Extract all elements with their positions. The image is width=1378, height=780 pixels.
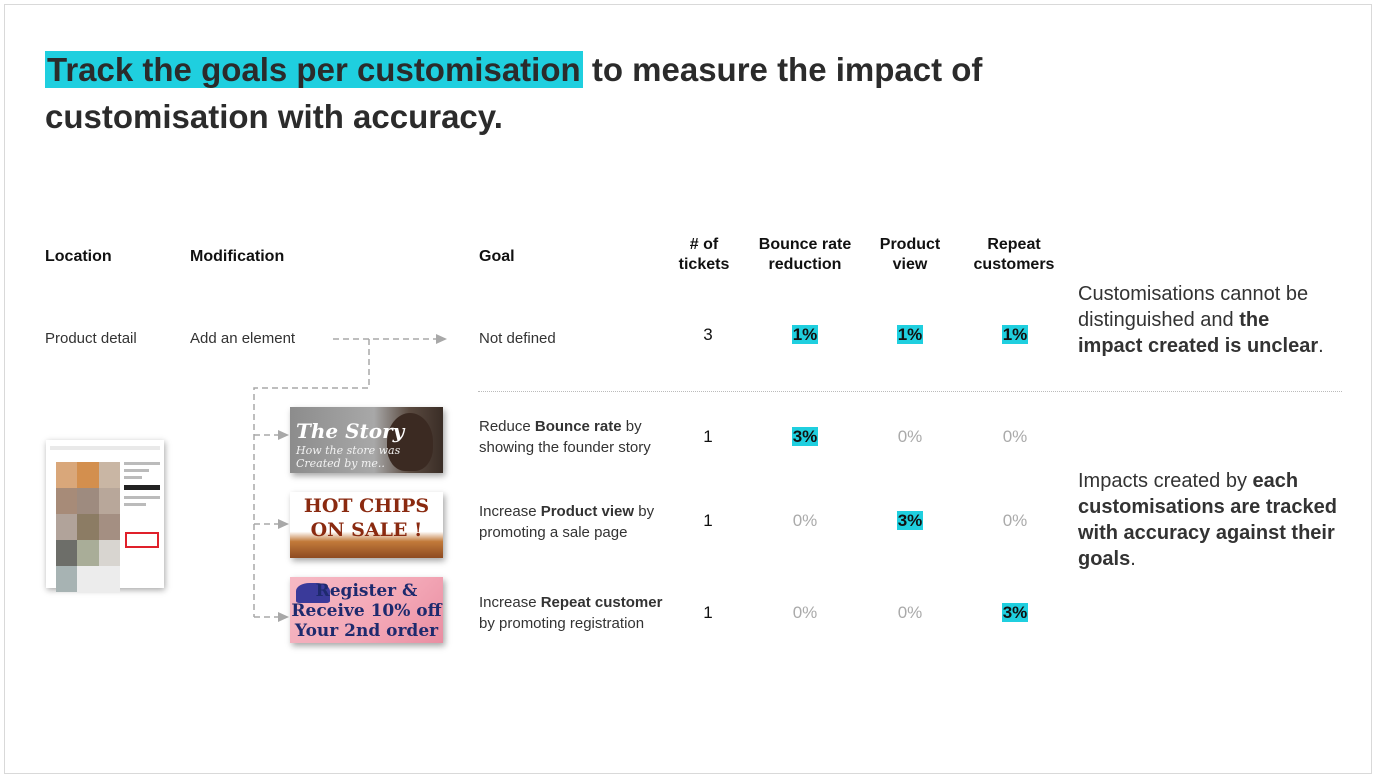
arrow-main	[436, 334, 447, 344]
row-3-goal-line2: by promoting registration	[479, 615, 645, 632]
row-3-goal: Increase Repeat customer by promoting re…	[479, 592, 662, 634]
title-highlight: Track the goals per customisation	[45, 51, 583, 88]
row-1-goal-line2: showing the founder story	[479, 439, 651, 456]
header-bounce-line2: reduction	[768, 256, 842, 273]
title-line2: customisation with accuracy.	[45, 98, 503, 135]
row-3-tickets: 1	[703, 603, 713, 622]
thumbnail-highlight-box	[125, 532, 159, 548]
row-2-tickets: 1	[703, 511, 713, 530]
row-divider	[478, 391, 1342, 392]
header-modification: Modification	[190, 248, 285, 265]
banner-register-text: Register & Receive 10% off Your 2nd orde…	[290, 581, 443, 641]
row-1-goal-bold: Bounce rate	[534, 418, 622, 435]
thumbnail-sidebar	[124, 462, 160, 510]
row-2-goal-bold: Product view	[540, 503, 635, 520]
gift-icon	[296, 583, 330, 603]
row-top-bounce: 1%	[775, 325, 835, 345]
row-3-goal-bold: Repeat customer	[540, 594, 663, 611]
note-top-post: .	[1318, 335, 1324, 357]
row-top-repeat: 1%	[985, 325, 1045, 345]
banner-register-line2: Receive 10% off	[291, 601, 442, 621]
row-2-goal-post: by	[634, 503, 655, 520]
header-tickets-line2: tickets	[678, 256, 730, 273]
header-product-line1: Product	[879, 236, 941, 253]
row-1-bounce-value: 3%	[791, 427, 819, 446]
row-2-product: 3%	[880, 511, 940, 531]
banner-hot-chips: HOT CHIPS ON SALE !	[290, 492, 443, 558]
banner-founder-story: The Story How the store was Created by m…	[290, 407, 443, 473]
product-page-thumbnail	[46, 440, 164, 592]
banner-chips-line2: ON SALE !	[310, 519, 423, 541]
header-bounce-line1: Bounce rate	[758, 236, 852, 253]
row-1-goal-post: by	[621, 418, 642, 435]
note-tracked-impact: Impacts created by each customisations a…	[1078, 468, 1338, 572]
row-top-bounce-value: 1%	[791, 325, 819, 344]
banner-story-sub1: How the store was	[296, 444, 401, 457]
arrow-story	[278, 430, 289, 440]
header-repeat-line2: customers	[973, 256, 1055, 273]
banner-story-title: The Story	[296, 419, 405, 443]
header-tickets-line1: # of	[689, 236, 719, 253]
row-2-goal-line2: promoting a sale page	[479, 524, 628, 541]
header-location: Location	[45, 248, 112, 265]
banner-register-line1: Register &	[315, 581, 418, 601]
row-3-repeat: 3%	[985, 603, 1045, 623]
row-2-repeat: 0%	[1002, 511, 1028, 530]
header-tickets: # of tickets	[668, 235, 740, 275]
header-bounce: Bounce rate reduction	[750, 235, 860, 275]
founder-portrait	[387, 413, 433, 471]
slide-frame	[4, 4, 1372, 774]
note-top-pre: Customisations cannot be distinguished a…	[1078, 283, 1309, 331]
row-1-repeat: 0%	[1002, 427, 1028, 446]
row-2-product-value: 3%	[896, 511, 924, 530]
row-top-product: 1%	[880, 325, 940, 345]
connector-branch	[253, 339, 370, 617]
note-bottom-bold: each customisations are tracked with acc…	[1078, 470, 1337, 570]
row-2-bounce: 0%	[792, 511, 818, 530]
banner-story-sub2: Created by me..	[296, 457, 385, 470]
row-2-goal-pre: Increase	[479, 503, 541, 520]
row-3-bounce: 0%	[792, 603, 818, 622]
banner-register: Register & Receive 10% off Your 2nd orde…	[290, 577, 443, 643]
note-unclear-impact: Customisations cannot be distinguished a…	[1078, 281, 1338, 359]
header-goal: Goal	[479, 248, 515, 265]
row-3-repeat-value: 3%	[1001, 603, 1029, 622]
row-top-tickets: 3	[703, 325, 713, 344]
note-bottom-pre: Impacts created by	[1078, 470, 1253, 492]
header-repeat-line1: Repeat	[987, 236, 1041, 253]
header-product-line2: view	[892, 256, 928, 273]
title-rest: to measure the impact of	[582, 51, 983, 88]
header-repeat: Repeat customers	[964, 235, 1064, 275]
row-top-product-value: 1%	[896, 325, 924, 344]
row-1-product: 0%	[897, 427, 923, 446]
row-1-tickets: 1	[703, 427, 713, 446]
arrow-chips	[278, 519, 289, 529]
row-top-modification: Add an element	[190, 330, 296, 347]
note-bottom-post: .	[1130, 548, 1136, 570]
row-top-location: Product detail	[45, 330, 137, 347]
row-1-bounce: 3%	[775, 427, 835, 447]
row-2-goal: Increase Product view by promoting a sal…	[479, 501, 654, 543]
note-top-bold: the impact created is unclear	[1078, 309, 1319, 357]
row-top-goal: Not defined	[479, 330, 556, 347]
header-product: Product view	[865, 235, 955, 275]
row-1-goal: Reduce Bounce rate by showing the founde…	[479, 416, 651, 458]
banner-chips-text: HOT CHIPS ON SALE !	[290, 494, 443, 542]
thumbnail-image-grid	[56, 462, 120, 592]
row-3-goal-pre: Increase	[479, 594, 541, 611]
banner-story-subtitle: How the store was Created by me..	[296, 444, 400, 470]
thumbnail-topbar	[50, 446, 160, 450]
arrow-register	[278, 612, 289, 622]
row-1-goal-pre: Reduce	[479, 418, 535, 435]
row-top-repeat-value: 1%	[1001, 325, 1029, 344]
row-3-product: 0%	[897, 603, 923, 622]
banner-chips-line1: HOT CHIPS	[303, 495, 430, 517]
banner-register-line3: Your 2nd order	[294, 621, 439, 641]
slide-title: Track the goals per customisation to mea…	[45, 46, 1045, 140]
